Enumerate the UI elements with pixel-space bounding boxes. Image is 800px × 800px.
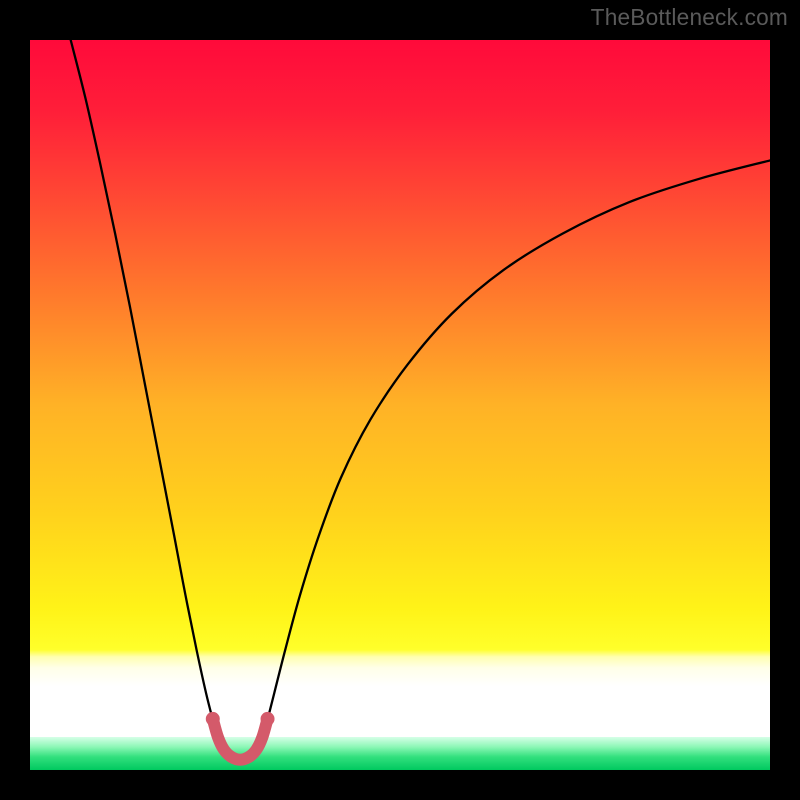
valley-dot-left [206, 712, 220, 726]
curve-right [267, 160, 770, 722]
valley-dot-right [261, 712, 275, 726]
curve-left [71, 40, 214, 723]
valley-highlight [213, 719, 268, 760]
plot-area [30, 40, 770, 770]
curve-layer [30, 40, 770, 770]
chart-frame: TheBottleneck.com [0, 0, 800, 800]
watermark-text: TheBottleneck.com [591, 4, 788, 31]
